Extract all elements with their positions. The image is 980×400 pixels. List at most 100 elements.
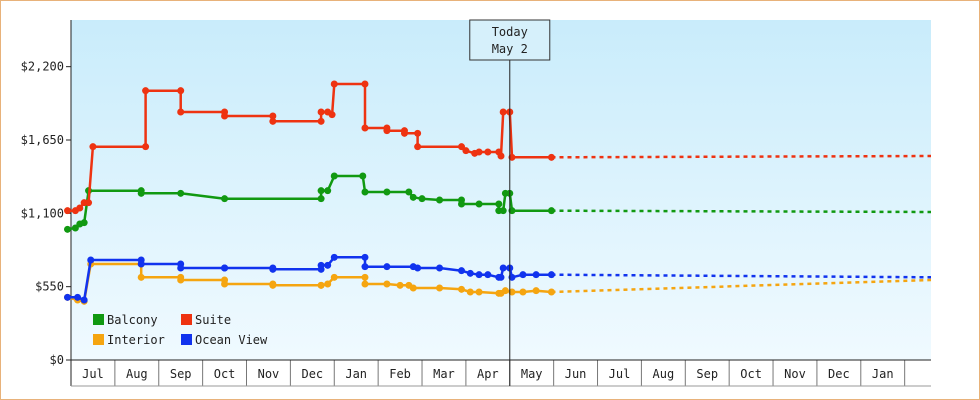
legend-swatch: [181, 334, 192, 345]
data-point: [462, 147, 470, 155]
data-point: [221, 264, 229, 272]
data-point: [414, 143, 422, 151]
data-point: [475, 288, 483, 296]
data-point: [497, 273, 505, 281]
x-tick-label: Dec: [301, 367, 323, 381]
data-point: [87, 256, 95, 264]
x-tick-label: Jan: [345, 367, 367, 381]
data-point: [269, 281, 277, 289]
data-point: [547, 271, 555, 279]
x-tick-label: Aug: [126, 367, 148, 381]
data-point: [466, 269, 474, 277]
data-point: [359, 172, 367, 180]
data-point: [317, 187, 325, 195]
y-tick-label: $550: [35, 280, 64, 294]
plot-background: [71, 20, 931, 360]
data-point: [324, 187, 332, 195]
data-point: [475, 200, 483, 208]
today-label: Today: [492, 25, 528, 39]
data-point: [475, 271, 483, 279]
data-point: [85, 199, 93, 207]
data-point: [458, 285, 466, 293]
data-point: [361, 80, 369, 88]
x-tick-label: Aug: [653, 367, 675, 381]
data-point: [330, 80, 338, 88]
x-tick-label: Nov: [784, 367, 806, 381]
data-point: [361, 253, 369, 261]
data-point: [409, 193, 417, 201]
today-date: May 2: [492, 42, 528, 56]
x-tick-label: Oct: [740, 367, 762, 381]
x-tick-label: Jul: [609, 367, 631, 381]
data-point: [405, 188, 413, 196]
data-point: [63, 207, 71, 215]
legend-entry: Interior: [107, 333, 165, 347]
data-point: [418, 195, 426, 203]
data-point: [63, 293, 71, 301]
data-point: [501, 287, 509, 295]
data-point: [177, 108, 185, 116]
data-point: [221, 280, 229, 288]
x-tick-label: Sep: [170, 367, 192, 381]
data-point: [361, 263, 369, 271]
data-point: [361, 280, 369, 288]
data-point: [519, 271, 527, 279]
data-point: [499, 264, 507, 272]
legend-swatch: [181, 314, 192, 325]
data-point: [137, 273, 145, 281]
data-point: [137, 260, 145, 268]
data-point: [532, 287, 540, 295]
data-point: [484, 148, 492, 156]
y-tick-label: $1,100: [21, 206, 64, 220]
data-point: [361, 273, 369, 281]
data-point: [330, 253, 338, 261]
x-tick-label: Dec: [828, 367, 850, 381]
data-point: [383, 263, 391, 271]
x-tick-label: Jan: [872, 367, 894, 381]
x-tick-label: Apr: [477, 367, 499, 381]
data-point: [436, 284, 444, 292]
data-point: [532, 271, 540, 279]
data-point: [177, 87, 185, 95]
data-point: [142, 87, 150, 95]
data-point: [74, 293, 82, 301]
data-point: [89, 143, 97, 151]
legend-swatch: [93, 334, 104, 345]
data-point: [328, 111, 336, 119]
data-point: [137, 189, 145, 197]
data-point: [317, 108, 325, 116]
legend-entry: Ocean View: [195, 333, 268, 347]
data-point: [177, 264, 185, 272]
data-point: [409, 284, 417, 292]
x-tick-label: Nov: [258, 367, 280, 381]
data-point: [324, 280, 332, 288]
data-point: [324, 261, 332, 269]
series: [63, 80, 932, 305]
data-point: [63, 225, 71, 233]
data-point: [221, 195, 229, 203]
data-point: [414, 264, 422, 272]
today-box: [469, 19, 551, 61]
data-point: [466, 288, 474, 296]
x-tick-label: May: [521, 367, 543, 381]
data-point: [317, 117, 325, 125]
data-point: [436, 196, 444, 204]
y-tick-label: $1,650: [21, 133, 64, 147]
data-point: [221, 112, 229, 120]
data-point: [383, 127, 391, 135]
data-point: [519, 288, 527, 296]
data-point: [458, 267, 466, 275]
legend-entry: Suite: [195, 313, 231, 327]
data-point: [177, 276, 185, 284]
data-point: [317, 195, 325, 203]
data-point: [484, 271, 492, 279]
data-point: [547, 153, 555, 161]
data-point: [383, 188, 391, 196]
data-point: [499, 207, 507, 215]
data-point: [317, 281, 325, 289]
data-point: [499, 108, 507, 116]
data-point: [269, 112, 277, 120]
y-tick-label: $2,200: [21, 60, 64, 74]
data-point: [547, 207, 555, 215]
